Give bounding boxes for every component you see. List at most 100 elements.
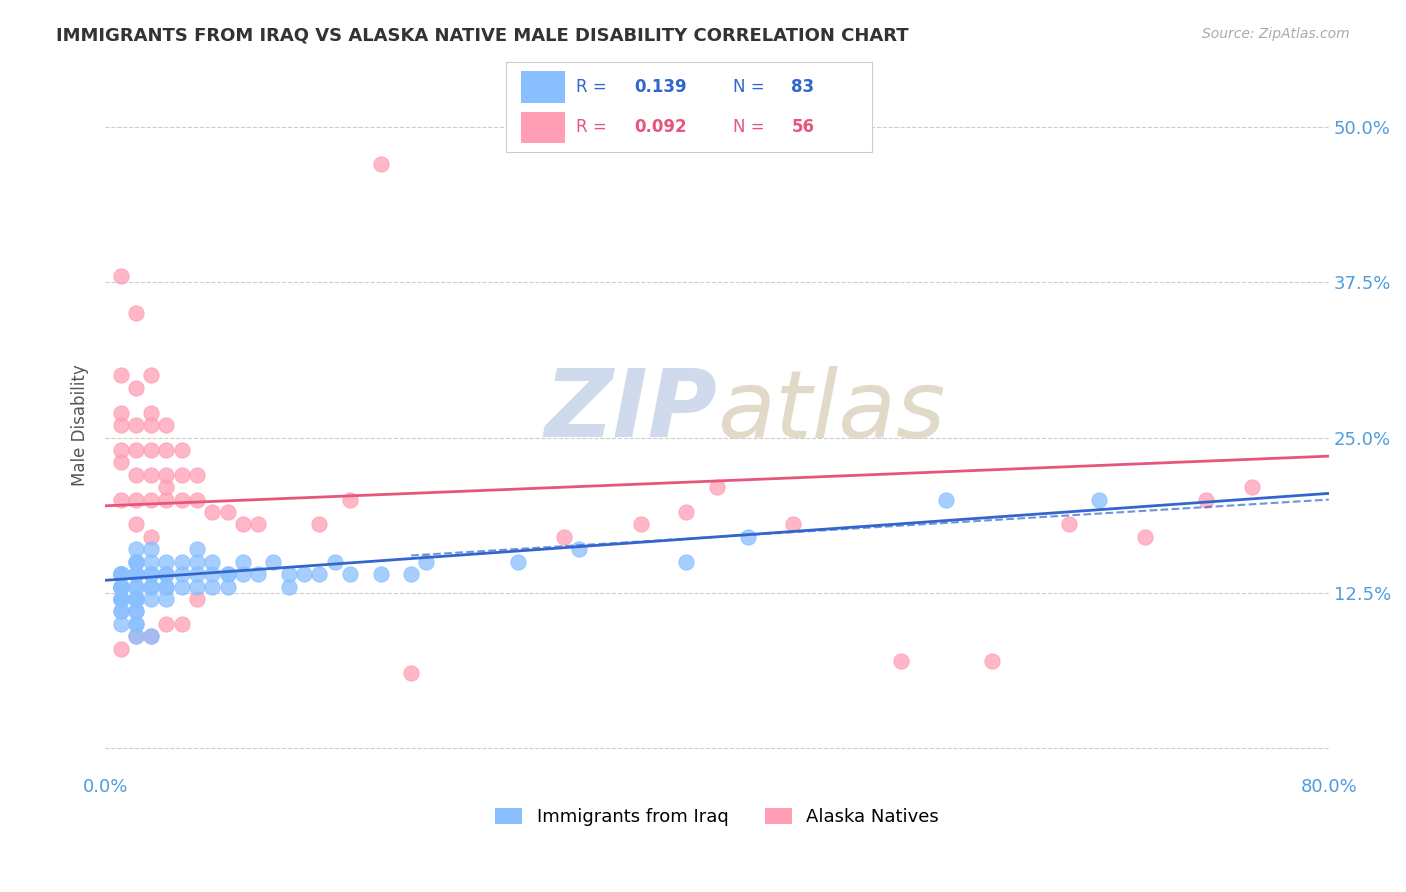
- Point: [675, 555, 697, 569]
- Point: [186, 591, 208, 606]
- Point: [155, 580, 177, 594]
- Text: 83: 83: [792, 78, 814, 96]
- Point: [155, 418, 177, 433]
- Point: [201, 505, 224, 519]
- Point: [186, 567, 208, 582]
- Text: R =: R =: [575, 78, 606, 96]
- Point: [782, 517, 804, 532]
- Bar: [520, 71, 565, 103]
- Y-axis label: Male Disability: Male Disability: [72, 364, 89, 486]
- Point: [247, 567, 270, 582]
- Point: [125, 629, 148, 643]
- Point: [232, 567, 254, 582]
- Point: [125, 567, 148, 582]
- Point: [110, 567, 132, 582]
- Point: [110, 580, 132, 594]
- Point: [1241, 480, 1264, 494]
- Point: [110, 406, 132, 420]
- Point: [139, 567, 162, 582]
- Text: R =: R =: [575, 118, 606, 136]
- Point: [110, 616, 132, 631]
- Point: [139, 406, 162, 420]
- Point: [125, 567, 148, 582]
- Text: atlas: atlas: [717, 366, 945, 457]
- Point: [170, 555, 193, 569]
- Point: [125, 442, 148, 457]
- Point: [139, 542, 162, 557]
- Point: [110, 567, 132, 582]
- Point: [170, 492, 193, 507]
- Point: [139, 591, 162, 606]
- Point: [155, 480, 177, 494]
- Point: [110, 368, 132, 383]
- Point: [125, 629, 148, 643]
- Point: [139, 580, 162, 594]
- Text: ZIP: ZIP: [544, 365, 717, 458]
- Point: [217, 580, 239, 594]
- Legend: Immigrants from Iraq, Alaska Natives: Immigrants from Iraq, Alaska Natives: [488, 800, 946, 833]
- Point: [170, 442, 193, 457]
- Point: [247, 517, 270, 532]
- Text: IMMIGRANTS FROM IRAQ VS ALASKA NATIVE MALE DISABILITY CORRELATION CHART: IMMIGRANTS FROM IRAQ VS ALASKA NATIVE MA…: [56, 27, 908, 45]
- Point: [170, 467, 193, 482]
- Point: [308, 517, 330, 532]
- Point: [110, 442, 132, 457]
- Point: [201, 555, 224, 569]
- Point: [139, 567, 162, 582]
- Point: [339, 492, 361, 507]
- Point: [308, 567, 330, 582]
- Point: [139, 580, 162, 594]
- Bar: [520, 112, 565, 143]
- Point: [630, 517, 652, 532]
- Point: [155, 567, 177, 582]
- Point: [170, 580, 193, 594]
- Point: [1195, 492, 1218, 507]
- Point: [139, 530, 162, 544]
- Point: [675, 505, 697, 519]
- Point: [155, 591, 177, 606]
- Point: [125, 542, 148, 557]
- Point: [277, 580, 299, 594]
- Point: [125, 580, 148, 594]
- Point: [110, 591, 132, 606]
- Point: [186, 555, 208, 569]
- Point: [125, 604, 148, 618]
- Point: [110, 567, 132, 582]
- Point: [110, 591, 132, 606]
- Point: [125, 555, 148, 569]
- Point: [110, 567, 132, 582]
- Point: [125, 306, 148, 320]
- Point: [110, 567, 132, 582]
- Point: [110, 492, 132, 507]
- Point: [125, 492, 148, 507]
- Point: [370, 157, 392, 171]
- Point: [155, 442, 177, 457]
- Point: [399, 567, 422, 582]
- Point: [110, 567, 132, 582]
- Point: [125, 517, 148, 532]
- Point: [139, 418, 162, 433]
- Point: [155, 555, 177, 569]
- Point: [935, 492, 957, 507]
- Point: [399, 666, 422, 681]
- Point: [110, 580, 132, 594]
- Point: [737, 530, 759, 544]
- Point: [323, 555, 346, 569]
- Point: [139, 629, 162, 643]
- Point: [232, 555, 254, 569]
- Point: [981, 654, 1004, 668]
- Point: [125, 567, 148, 582]
- Point: [125, 580, 148, 594]
- Point: [186, 492, 208, 507]
- Point: [232, 517, 254, 532]
- Point: [277, 567, 299, 582]
- Point: [889, 654, 911, 668]
- Point: [568, 542, 591, 557]
- Point: [139, 368, 162, 383]
- Point: [125, 616, 148, 631]
- Point: [125, 555, 148, 569]
- Point: [1057, 517, 1080, 532]
- Point: [186, 467, 208, 482]
- Point: [110, 269, 132, 284]
- Point: [125, 467, 148, 482]
